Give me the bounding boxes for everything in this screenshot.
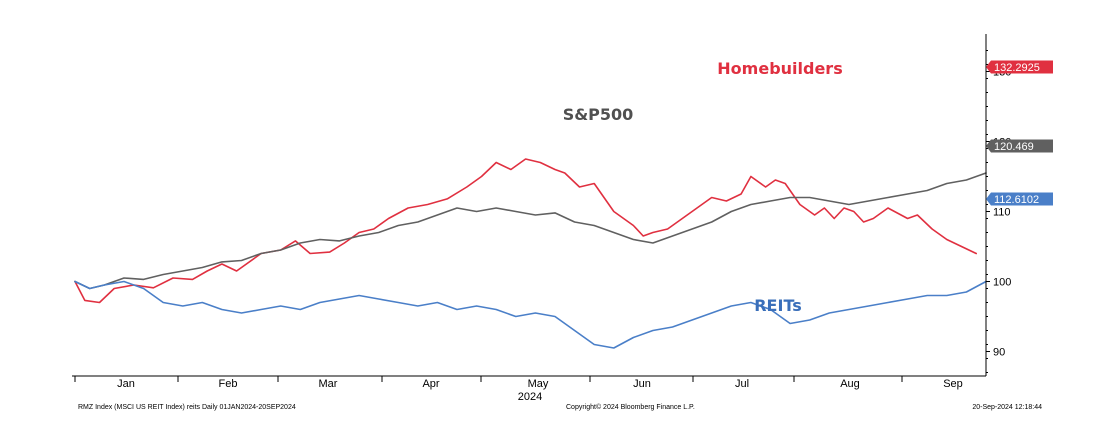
series-annotation-s-p500: S&P500: [563, 105, 634, 124]
footer-copyright-text: Copyright© 2024 Bloomberg Finance L.P.: [566, 404, 695, 411]
last-value-label-reits: 112.6102: [986, 192, 1053, 206]
x-tick-label: Sep: [943, 378, 963, 390]
footer-timestamp-text: 20-Sep-2024 12:18:44: [972, 404, 1042, 411]
last-value-label-s-p500: 120.469: [986, 139, 1053, 153]
series-line-homebuilders: [74, 158, 977, 304]
y-tick-label: 100: [993, 277, 1011, 289]
last-value-label-bg: [986, 60, 1053, 74]
last-value-label-bg: [986, 139, 1053, 153]
series-layer: [74, 158, 987, 349]
last-value-label-text: 132.2925: [994, 62, 1040, 74]
x-tick-label: Feb: [219, 378, 238, 390]
annotation-layer: Homebuilders S&P500 REITs: [563, 59, 843, 315]
x-tick-label: Mar: [319, 378, 338, 390]
x-tick-label: May: [528, 378, 549, 390]
series-line-s-p500: [74, 172, 987, 290]
y-tick-label: 90: [993, 347, 1005, 359]
y-tick-label: 110: [993, 207, 1011, 219]
last-value-label-text: 112.6102: [994, 194, 1039, 206]
series-annotation-reits: REITs: [754, 296, 802, 315]
last-value-label-bg: [986, 192, 1053, 206]
x-tick-label: Aug: [840, 378, 860, 390]
last-value-label-text: 120.469: [994, 141, 1034, 153]
footer-source-text: RMZ Index (MSCI US REIT Index) reits Dai…: [78, 404, 296, 411]
series-annotation-homebuilders: Homebuilders: [717, 59, 842, 78]
x-tick-label: Apr: [422, 378, 439, 390]
x-year-label: 2024: [518, 391, 542, 403]
axis-layer: 90100110120130JanFebMarAprMayJunJulAugSe…: [72, 34, 1053, 403]
last-value-label-homebuilders: 132.2925: [986, 60, 1053, 74]
x-tick-label: Jan: [117, 378, 135, 390]
series-line-reits: [74, 280, 987, 349]
x-tick-label: Jun: [633, 378, 651, 390]
x-tick-label: Jul: [735, 378, 749, 390]
